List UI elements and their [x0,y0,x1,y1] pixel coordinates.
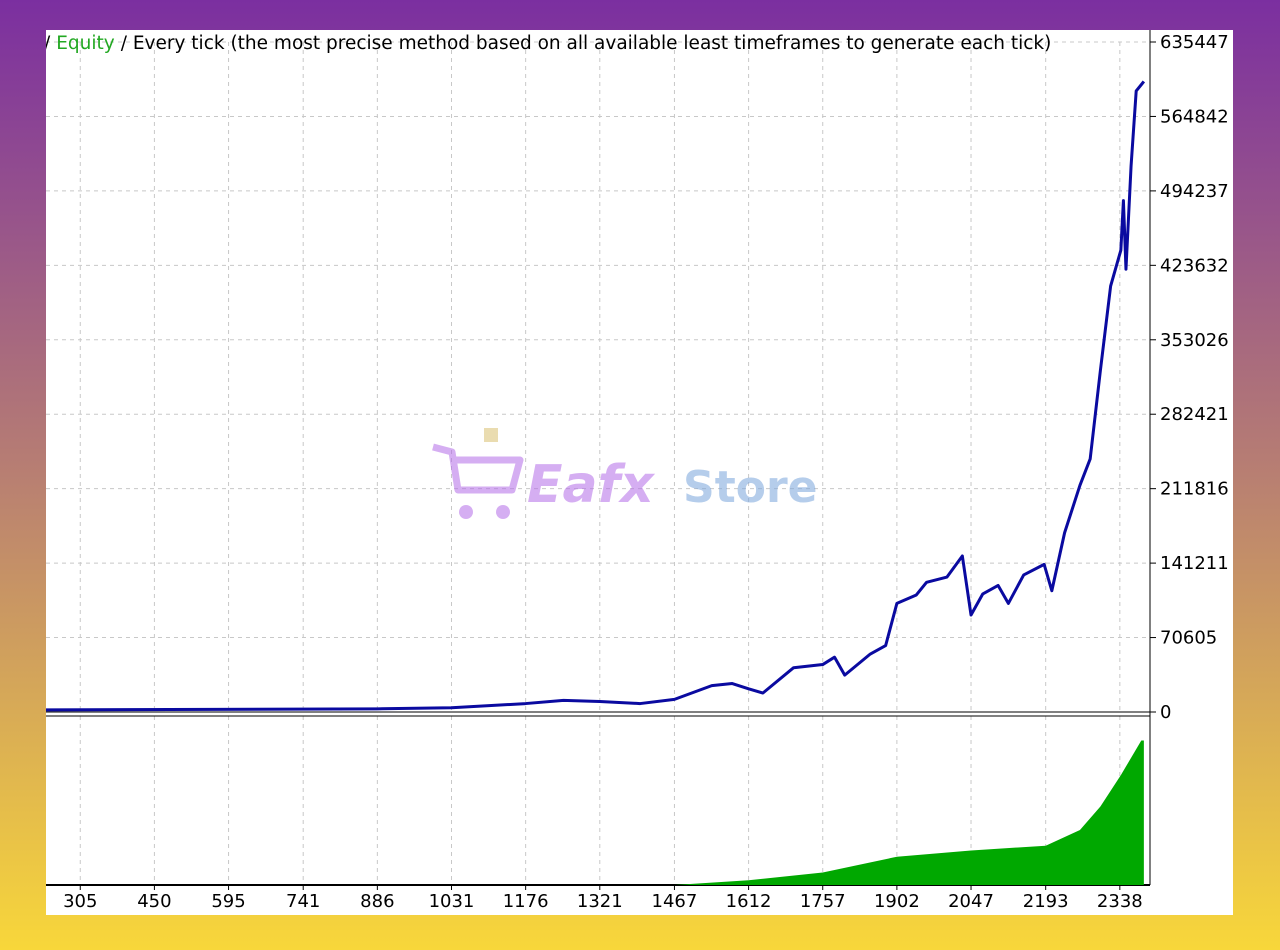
cart-icon [432,443,524,494]
chart-title: / Equity / Every tick (the most precise me… [44,33,1051,54]
x-tick-label: 1176 [503,891,549,912]
y-tick-label: 282421 [1160,404,1229,425]
cart-wheel [459,505,473,519]
y-tick-label: 564842 [1160,106,1229,127]
cart-box [484,428,498,442]
x-tick-label: 2338 [1097,891,1143,912]
y-tick-label: 141211 [1160,553,1229,574]
x-tick-label: 450 [137,891,171,912]
y-tick-label: 70605 [1160,628,1217,649]
x-tick-label: 1612 [726,891,772,912]
watermark-text: Store [683,462,818,513]
cart-wheel [496,505,510,519]
volume-area [674,740,1144,885]
title-prefix: / [44,33,51,54]
y-tick-label: 353026 [1160,330,1229,351]
y-tick-label: 0 [1160,702,1171,723]
x-tick-label: 886 [360,891,394,912]
y-tick-label: 211816 [1160,479,1229,500]
watermark: Eafx Store [432,428,818,519]
equity-line [46,80,1146,712]
x-tick-label: 2047 [948,891,994,912]
y-tick-label: 635447 [1160,32,1229,53]
panel [46,30,1233,915]
x-tick-label: 741 [286,891,320,912]
x-tick-label: 1321 [577,891,623,912]
x-tick-label: 1467 [652,891,698,912]
x-tick-label: 1031 [429,891,475,912]
x-tick-label: 1757 [800,891,846,912]
y-tick-label: 494237 [1160,181,1229,202]
x-tick-label: 305 [63,891,97,912]
chart-subtitle: / Every tick (the most precise method ba… [121,33,1052,54]
legend-entry: Equity [56,33,115,54]
watermark-text: Eafx [527,455,655,515]
plot: 305 450 595 741 886 1031 1176 1321 1467 1612 1757 1… [44,30,1229,912]
x-tick-label: 595 [211,891,245,912]
x-tick-label: 1902 [874,891,920,912]
y-tick-label: 423632 [1160,255,1229,276]
x-tick-label: 2193 [1023,891,1069,912]
